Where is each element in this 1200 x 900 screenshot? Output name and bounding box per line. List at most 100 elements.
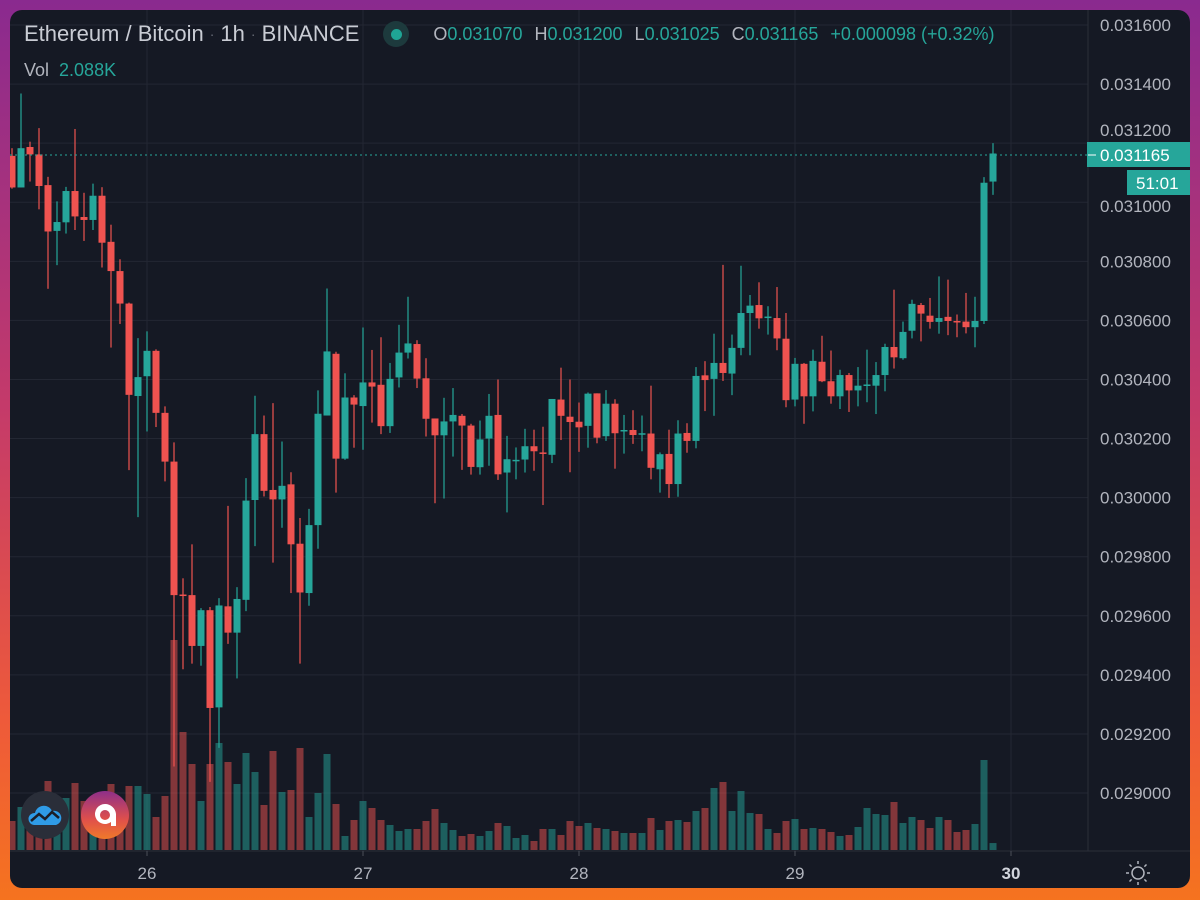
candle[interactable] <box>476 420 484 475</box>
candle[interactable] <box>719 264 727 381</box>
settings-sun-icon[interactable] <box>1126 861 1150 885</box>
candle[interactable] <box>458 414 466 470</box>
candle[interactable] <box>278 441 286 528</box>
candle[interactable] <box>566 379 574 473</box>
candle[interactable] <box>575 402 583 452</box>
candle[interactable] <box>116 259 124 324</box>
candle[interactable] <box>512 447 520 480</box>
letter-a-app-icon[interactable] <box>81 791 129 839</box>
candle[interactable] <box>206 606 214 782</box>
candle[interactable] <box>80 192 88 241</box>
candle[interactable] <box>935 276 943 334</box>
candle[interactable] <box>845 372 853 412</box>
candle[interactable] <box>980 177 988 324</box>
candle[interactable] <box>269 403 277 563</box>
candle[interactable] <box>296 518 304 664</box>
candle[interactable] <box>233 587 241 679</box>
candle[interactable] <box>260 415 268 497</box>
candle[interactable] <box>917 302 925 342</box>
candlestick-chart[interactable]: 0.031600 0.031400 0.031200 0.031000 0.030800… <box>10 10 1190 888</box>
candle[interactable] <box>611 399 619 469</box>
candle[interactable] <box>332 351 340 493</box>
candle[interactable] <box>557 367 565 441</box>
candle[interactable] <box>152 349 160 428</box>
candle[interactable] <box>449 388 457 457</box>
symbol-legend[interactable]: Ethereum / Bitcoin · 1h · BINANCE O0.031… <box>24 21 995 47</box>
candle[interactable] <box>215 598 223 748</box>
candle[interactable] <box>503 435 511 513</box>
candle[interactable] <box>962 292 970 334</box>
candle[interactable] <box>494 379 502 480</box>
candle[interactable] <box>71 128 79 231</box>
candle[interactable] <box>323 288 331 416</box>
candle[interactable] <box>764 306 772 335</box>
candle[interactable] <box>44 176 52 289</box>
candle[interactable] <box>701 361 709 412</box>
candle[interactable] <box>386 362 394 433</box>
candle[interactable] <box>971 296 979 348</box>
candle[interactable] <box>10 148 16 189</box>
candle[interactable] <box>125 302 133 471</box>
candle[interactable] <box>143 331 151 432</box>
candle[interactable] <box>638 415 646 452</box>
candle[interactable] <box>440 397 448 499</box>
candle[interactable] <box>890 289 898 369</box>
candle[interactable] <box>350 395 358 448</box>
candle[interactable] <box>179 578 187 670</box>
candle[interactable] <box>35 128 43 210</box>
candle[interactable] <box>647 385 655 480</box>
candle[interactable] <box>26 141 34 182</box>
candle[interactable] <box>98 187 106 268</box>
candle[interactable] <box>809 349 817 412</box>
candle[interactable] <box>863 349 871 403</box>
interval[interactable]: 1h <box>220 21 245 46</box>
candle[interactable] <box>188 544 196 664</box>
candle[interactable] <box>620 414 628 454</box>
candle[interactable] <box>746 294 754 356</box>
candle[interactable] <box>89 183 97 231</box>
candle[interactable] <box>413 340 421 389</box>
candle[interactable] <box>683 423 691 453</box>
candle[interactable] <box>134 338 142 518</box>
candle[interactable] <box>953 314 961 338</box>
candle[interactable] <box>674 420 682 497</box>
candle[interactable] <box>926 297 934 329</box>
candle[interactable] <box>656 452 664 493</box>
candle[interactable] <box>872 362 880 415</box>
candle[interactable] <box>629 410 637 444</box>
candle[interactable] <box>161 406 169 482</box>
candle[interactable] <box>548 398 556 464</box>
candle[interactable] <box>539 426 547 506</box>
candle[interactable] <box>989 143 997 195</box>
candle[interactable] <box>197 608 205 666</box>
candle[interactable] <box>818 335 826 383</box>
candle[interactable] <box>17 93 25 188</box>
candle[interactable] <box>377 337 385 435</box>
market-open-status-icon[interactable] <box>383 21 410 47</box>
candle[interactable] <box>791 357 799 407</box>
candle[interactable] <box>422 358 430 437</box>
candle[interactable] <box>107 224 115 348</box>
candle[interactable] <box>602 390 610 441</box>
candle[interactable] <box>314 390 322 549</box>
time-axis[interactable]: 26 27 28 29 30 <box>138 851 1021 883</box>
candle[interactable] <box>899 321 907 360</box>
candle[interactable] <box>305 508 313 606</box>
candle[interactable] <box>584 392 592 448</box>
candle[interactable] <box>881 343 889 392</box>
candle[interactable] <box>242 478 250 612</box>
candle[interactable] <box>827 350 835 404</box>
candle[interactable] <box>431 418 439 504</box>
candle[interactable] <box>485 393 493 466</box>
candle[interactable] <box>521 428 529 473</box>
candle[interactable] <box>287 472 295 594</box>
candle[interactable] <box>404 296 412 359</box>
candle[interactable] <box>692 367 700 449</box>
candle[interactable] <box>53 201 61 266</box>
cloud-chart-logo-icon[interactable] <box>21 791 69 839</box>
candle[interactable] <box>665 429 673 498</box>
candle[interactable] <box>773 287 781 351</box>
candle[interactable] <box>170 442 178 767</box>
symbol-name[interactable]: Ethereum / Bitcoin <box>24 21 204 46</box>
candle[interactable] <box>944 279 952 336</box>
